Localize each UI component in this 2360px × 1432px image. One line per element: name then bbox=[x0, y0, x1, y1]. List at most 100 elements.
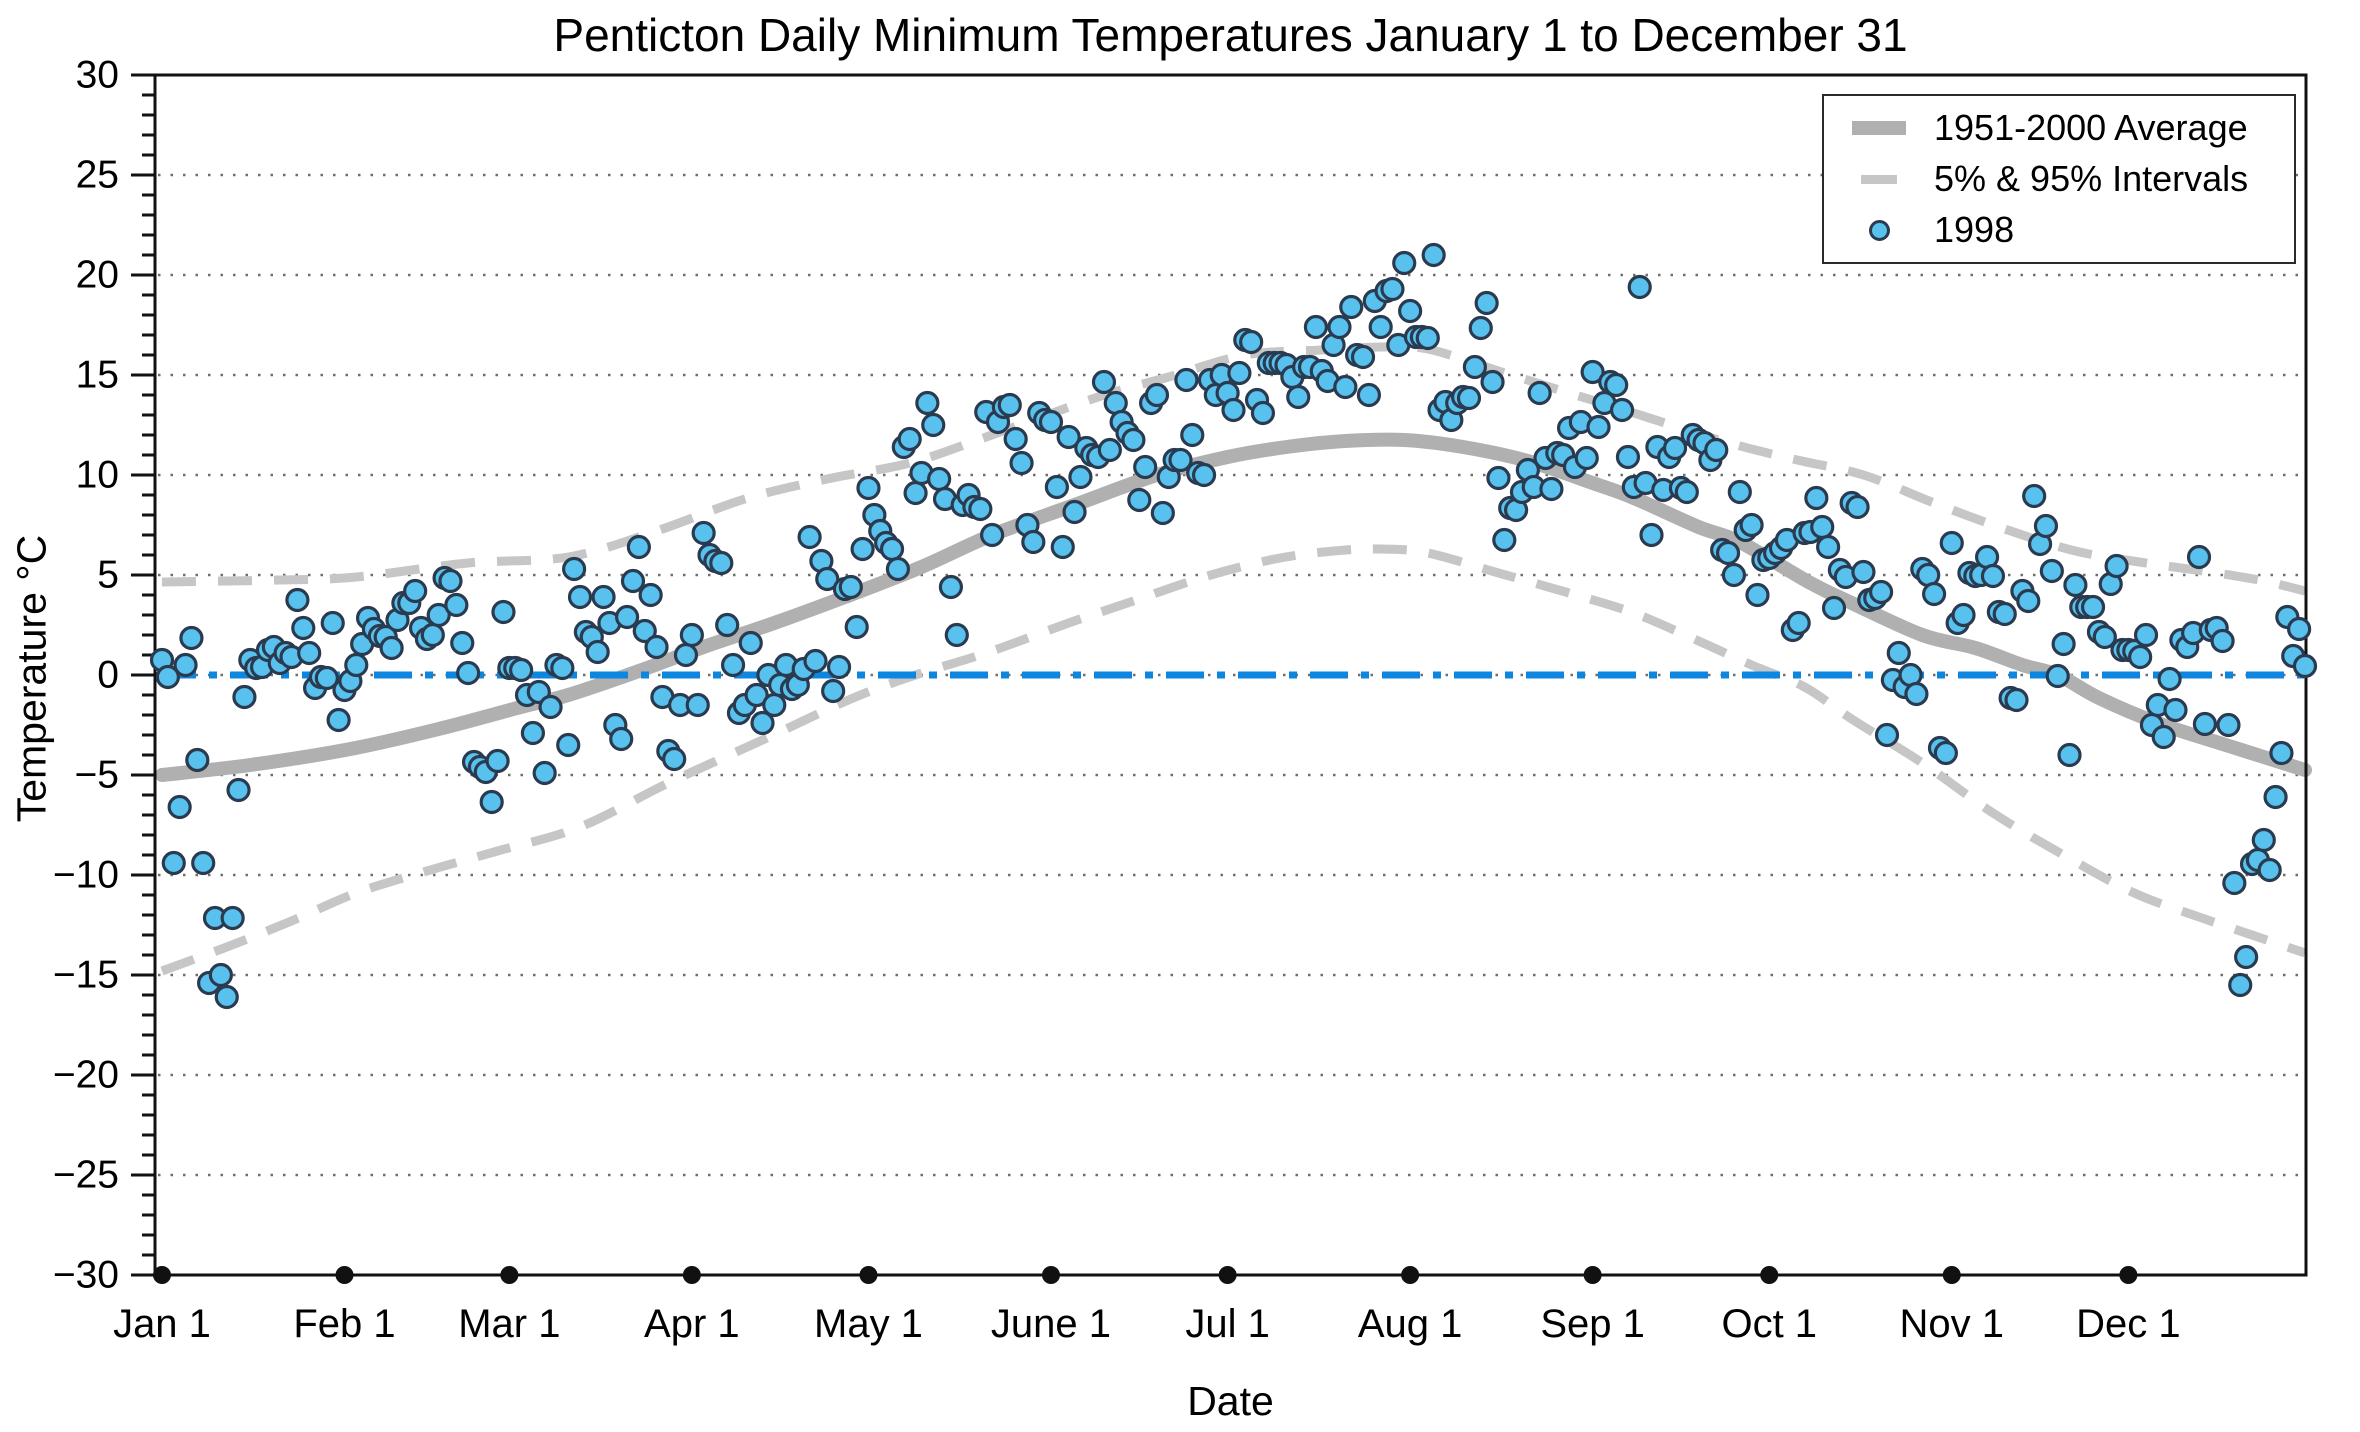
data-point-1998 bbox=[291, 615, 316, 641]
data-point-1998 bbox=[1127, 487, 1152, 513]
month-marker-dot bbox=[1401, 1266, 1420, 1284]
data-point-1998 bbox=[1038, 409, 1064, 435]
data-point-1998 bbox=[1056, 424, 1081, 450]
data-point-1998 bbox=[1133, 454, 1158, 480]
data-point-1998 bbox=[420, 622, 445, 648]
data-point-1998 bbox=[897, 426, 922, 452]
y-tick-label: −30 bbox=[53, 1254, 119, 1297]
x-tick-label: Aug 1 bbox=[1358, 1302, 1463, 1346]
data-point-1998 bbox=[591, 584, 616, 610]
data-point-1998 bbox=[968, 496, 993, 522]
y-tick-label: −5 bbox=[75, 754, 119, 797]
data-point-1998 bbox=[426, 602, 451, 628]
data-point-1998 bbox=[1486, 465, 1511, 491]
data-point-1998 bbox=[1845, 494, 1870, 520]
data-point-1998 bbox=[2269, 740, 2294, 766]
data-point-1998 bbox=[1727, 479, 1752, 505]
legend-item-1998: 1998 bbox=[1824, 205, 2294, 255]
data-point-1998 bbox=[1539, 476, 1564, 502]
y-tick-label: 30 bbox=[76, 54, 119, 97]
data-point-1998 bbox=[2151, 724, 2176, 750]
data-point-1998 bbox=[1415, 325, 1440, 351]
data-point-1998 bbox=[1816, 534, 1841, 560]
data-point-1998 bbox=[1091, 369, 1117, 395]
data-point-1998 bbox=[2063, 572, 2088, 598]
data-point-1998 bbox=[1009, 450, 1034, 476]
data-point-1998 bbox=[191, 850, 216, 876]
data-point-1998 bbox=[2039, 558, 2064, 584]
data-point-1998 bbox=[915, 390, 940, 416]
data-point-1998 bbox=[2228, 972, 2253, 998]
data-point-1998 bbox=[679, 622, 704, 648]
data-point-1998 bbox=[1810, 514, 1835, 540]
legend-item-intervals: 5% & 95% Intervals bbox=[1824, 154, 2294, 204]
data-point-1998 bbox=[2080, 594, 2106, 620]
data-point-1998 bbox=[2257, 857, 2282, 883]
data-point-1998 bbox=[2234, 944, 2259, 970]
data-point-1998 bbox=[1021, 529, 1046, 555]
data-point-1998 bbox=[2263, 784, 2288, 810]
data-point-1998 bbox=[2210, 628, 2235, 654]
data-point-1998 bbox=[2128, 644, 2153, 670]
data-point-1998 bbox=[885, 556, 911, 582]
data-point-1998 bbox=[509, 657, 534, 683]
data-point-1998 bbox=[1786, 610, 1811, 636]
data-point-1998 bbox=[155, 664, 180, 690]
data-point-1998 bbox=[1874, 722, 1900, 748]
data-point-1998 bbox=[2186, 544, 2212, 570]
month-marker-dot bbox=[682, 1266, 701, 1284]
data-point-1998 bbox=[232, 684, 257, 710]
data-point-1998 bbox=[208, 962, 233, 988]
data-point-1998 bbox=[1951, 602, 1976, 628]
data-point-1998 bbox=[1704, 437, 1729, 463]
data-point-1998 bbox=[1239, 329, 1264, 355]
data-point-1998 bbox=[1044, 474, 1069, 500]
data-point-1998 bbox=[644, 634, 669, 660]
data-point-1998 bbox=[1886, 640, 1911, 666]
y-tick-label: 5 bbox=[97, 554, 119, 597]
data-point-1998 bbox=[691, 520, 716, 546]
data-point-1998 bbox=[444, 592, 469, 618]
data-point-1998 bbox=[2104, 553, 2129, 579]
legend-label: 1951-2000 Average bbox=[1934, 107, 2248, 148]
data-point-1998 bbox=[2004, 687, 2029, 713]
data-point-1998 bbox=[620, 568, 646, 594]
data-point-1998 bbox=[1068, 464, 1093, 490]
scatter-dot-swatch bbox=[1824, 219, 1934, 241]
data-point-1998 bbox=[1339, 294, 1364, 320]
data-point-1998 bbox=[179, 625, 204, 651]
data-point-1998 bbox=[1980, 563, 2006, 589]
data-point-1998 bbox=[1715, 540, 1741, 566]
data-point-1998 bbox=[320, 610, 345, 636]
y-axis-title: Temperature °C bbox=[8, 534, 55, 823]
data-point-1998 bbox=[797, 524, 822, 550]
data-point-1998 bbox=[2092, 624, 2117, 650]
data-point-1998 bbox=[2016, 588, 2041, 614]
data-point-1998 bbox=[720, 652, 746, 678]
data-point-1998 bbox=[1869, 579, 1894, 605]
month-marker-dot bbox=[1041, 1266, 1060, 1284]
data-point-1998 bbox=[2216, 712, 2241, 738]
data-point-1998 bbox=[520, 720, 546, 746]
data-point-1998 bbox=[2033, 513, 2059, 539]
data-point-1998 bbox=[344, 652, 369, 678]
data-point-1998 bbox=[379, 635, 404, 661]
data-point-1998 bbox=[1615, 444, 1641, 470]
month-marker-dot bbox=[2119, 1266, 2138, 1284]
data-point-1998 bbox=[738, 630, 763, 656]
month-marker-dot bbox=[1942, 1266, 1961, 1284]
data-point-1998 bbox=[1286, 384, 1311, 410]
data-point-1998 bbox=[1992, 601, 2017, 627]
data-point-1998 bbox=[403, 578, 428, 604]
data-point-1998 bbox=[226, 777, 251, 803]
data-point-1998 bbox=[1821, 595, 1847, 621]
data-point-1998 bbox=[167, 794, 192, 820]
data-point-1998 bbox=[1227, 360, 1252, 386]
data-point-1998 bbox=[838, 574, 863, 600]
legend-label: 1998 bbox=[1934, 209, 2015, 250]
data-point-1998 bbox=[1721, 562, 1747, 588]
data-point-1998 bbox=[550, 655, 575, 681]
data-point-1998 bbox=[1627, 274, 1652, 300]
data-point-1998 bbox=[1368, 314, 1393, 340]
data-point-1998 bbox=[1150, 500, 1175, 526]
